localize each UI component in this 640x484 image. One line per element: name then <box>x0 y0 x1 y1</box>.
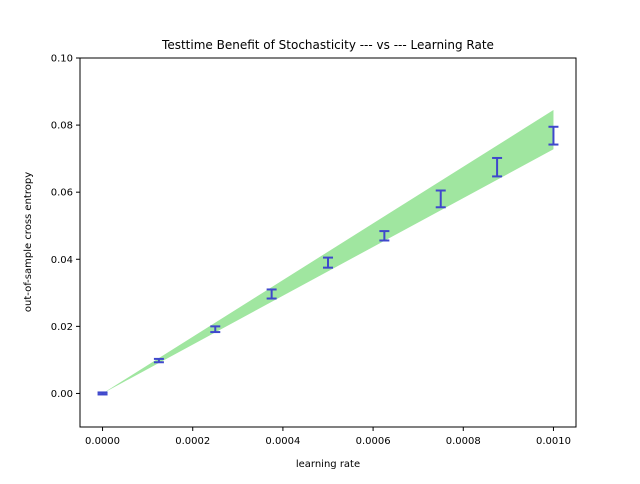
errorbar <box>548 125 559 146</box>
y-tick-label: 0.02 <box>51 322 73 333</box>
confidence-band <box>102 109 554 394</box>
y-axis-label: out-of-sample cross entropy <box>23 172 34 312</box>
x-axis-label: learning rate <box>296 459 360 470</box>
y-tick-label: 0.04 <box>51 255 73 266</box>
x-tick-label: 0.0002 <box>175 436 210 447</box>
errorbar <box>266 288 277 300</box>
x-tick-label: 0.0000 <box>85 436 120 447</box>
x-tick-label: 0.0010 <box>536 436 571 447</box>
y-tick-label: 0.10 <box>51 54 73 65</box>
y-tick-label: 0.00 <box>51 389 73 400</box>
y-axis-ticks: 0.00 0.02 0.04 0.06 0.08 0.10 <box>51 54 80 400</box>
errorbar-layer <box>97 125 559 396</box>
band-layer <box>102 109 554 394</box>
errorbar <box>323 256 333 269</box>
errorbar <box>492 156 503 178</box>
errorbar <box>435 189 446 209</box>
x-tick-label: 0.0006 <box>356 436 391 447</box>
plot-frame <box>79 57 577 428</box>
y-tick-label: 0.06 <box>51 188 73 199</box>
y-tick-label: 0.08 <box>51 121 73 132</box>
x-tick-label: 0.0004 <box>265 436 300 447</box>
errorbar <box>379 230 390 242</box>
errorbar <box>210 325 221 334</box>
errorbar <box>153 357 164 364</box>
chart-title: Testtime Benefit of Stochasticity --- vs… <box>161 38 494 52</box>
errorbar <box>97 391 108 396</box>
x-axis-ticks: 0.0000 0.0002 0.0004 0.0006 0.0008 0.0010 <box>85 427 571 447</box>
x-tick-label: 0.0008 <box>446 436 481 447</box>
